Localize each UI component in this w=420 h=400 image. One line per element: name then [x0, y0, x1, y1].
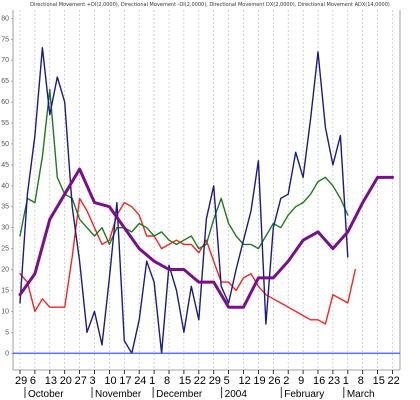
x-tick-label: 24 — [134, 375, 146, 387]
x-tick-label: 29 — [209, 375, 221, 387]
x-tick-label: 15 — [179, 375, 191, 387]
chart-title: Directional Movement +DI(2,0000), Direct… — [30, 2, 390, 8]
y-tick-label: 75 — [1, 36, 9, 43]
series-line-4 — [18, 167, 394, 309]
x-tick-label: 8 — [358, 375, 364, 387]
y-tick-label: 65 — [1, 78, 9, 85]
y-tick-label: 30 — [1, 225, 9, 232]
x-tick-label: 9 — [298, 375, 304, 387]
month-label: October — [28, 389, 64, 400]
x-tick-label: 3 — [90, 375, 96, 387]
y-tick-label: 60 — [1, 99, 9, 106]
y-tick-label: 80 — [1, 15, 9, 22]
y-tick-label: 45 — [1, 162, 9, 169]
y-tick-label: 5 — [5, 329, 9, 336]
y-tick-label: 15 — [1, 287, 9, 294]
x-tick-label: 29 — [15, 375, 27, 387]
series-line-3 — [19, 47, 349, 354]
x-tick-label: 15 — [373, 375, 385, 387]
y-tick-label: 25 — [1, 246, 9, 253]
y-tick-label: 20 — [1, 267, 9, 274]
series-layer — [18, 47, 394, 354]
grid-layer — [19, 10, 393, 370]
x-tick-label: 6 — [30, 375, 36, 387]
month-label: December — [156, 389, 203, 400]
x-tick-label: 27 — [75, 375, 87, 387]
month-label: March — [347, 389, 375, 400]
x-tick-label: 22 — [388, 375, 400, 387]
x-tick-label: 8 — [164, 375, 170, 387]
y-tick-label: 50 — [1, 141, 9, 148]
series-line-2 — [19, 88, 349, 250]
x-tick-label: 22 — [194, 375, 206, 387]
month-label: November — [95, 389, 142, 400]
x-tick-label: 17 — [119, 375, 131, 387]
y-tick-label: 10 — [1, 308, 9, 315]
x-tick-label: 20 — [60, 375, 72, 387]
x-tick-label: 13 — [45, 375, 57, 387]
x-tick-label: 5 — [224, 375, 230, 387]
month-label: February — [284, 389, 324, 400]
series-line-1 — [19, 197, 356, 325]
y-tick-label: 40 — [1, 183, 9, 190]
x-tick-label: 1 — [149, 375, 155, 387]
y-tick-label: 35 — [1, 204, 9, 211]
x-tick-label: 10 — [104, 375, 116, 387]
month-label: 2004 — [225, 389, 248, 400]
x-tick-label: 1 — [343, 375, 349, 387]
x-tick-label: 23 — [328, 375, 340, 387]
x-tick-label: 2 — [283, 375, 289, 387]
x-tick-label: 19 — [253, 375, 265, 387]
y-tick-label: 55 — [1, 120, 9, 127]
y-tick-label: 0 — [5, 350, 9, 357]
x-tick-label: 12 — [239, 375, 251, 387]
x-tick-label: 16 — [313, 375, 325, 387]
y-tick-label: 70 — [1, 57, 9, 64]
x-tick-label: 26 — [268, 375, 280, 387]
